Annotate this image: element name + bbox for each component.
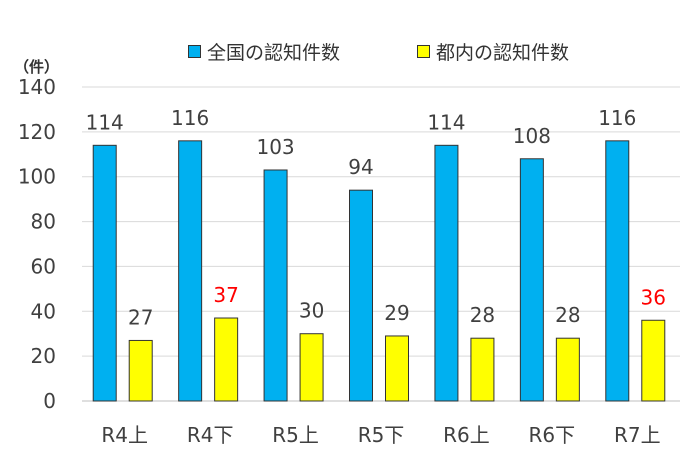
- data-label: 27: [128, 305, 153, 329]
- y-tick-label: 0: [43, 389, 56, 413]
- y-tick-label: 140: [18, 75, 56, 99]
- x-tick-label: R5下: [358, 423, 405, 447]
- bar: [299, 333, 324, 402]
- bar: [470, 337, 495, 402]
- bar: [641, 319, 666, 402]
- legend-label-national: 全国の認知件数: [207, 42, 341, 64]
- data-label: 108: [513, 124, 551, 148]
- data-label: 29: [384, 301, 409, 325]
- x-tick-label: R5上: [272, 423, 319, 447]
- bar: [214, 317, 239, 402]
- y-tick-label: 80: [31, 210, 56, 234]
- y-tick-label: 20: [31, 344, 56, 368]
- data-label: 36: [641, 285, 666, 309]
- bar: [92, 144, 117, 402]
- bar: [434, 144, 459, 402]
- data-label: 37: [213, 283, 238, 307]
- x-tick-label: R6上: [443, 423, 490, 447]
- x-tick-label: R7上: [614, 423, 661, 447]
- legend-swatch-tokyo: [417, 45, 430, 58]
- legend-item-tokyo: 都内の認知件数: [417, 38, 569, 65]
- legend-label-tokyo: 都内の認知件数: [436, 42, 570, 64]
- data-label: 103: [256, 135, 294, 159]
- data-label: 114: [86, 110, 124, 134]
- x-tick-label: R4下: [187, 423, 234, 447]
- x-tick-label: R4上: [101, 423, 148, 447]
- bar: [128, 339, 153, 402]
- y-tick-label: 100: [18, 165, 56, 189]
- data-label: 28: [555, 303, 580, 327]
- data-label: 116: [598, 106, 636, 130]
- y-tick-label: 60: [31, 254, 56, 278]
- bar: [178, 140, 203, 402]
- legend-item-national: 全国の認知件数: [188, 38, 340, 65]
- legend: 全国の認知件数 都内の認知件数: [0, 38, 700, 68]
- y-tick-label: 120: [18, 120, 56, 144]
- y-unit-label: （件）: [14, 58, 60, 76]
- y-tick-label: 40: [31, 299, 56, 323]
- bar: [263, 169, 288, 402]
- bar: [605, 140, 630, 402]
- bar: [519, 158, 544, 402]
- bar: [385, 335, 409, 402]
- bar: [349, 189, 373, 402]
- data-label: 30: [299, 299, 324, 323]
- data-label: 28: [470, 303, 495, 327]
- data-label: 114: [427, 110, 465, 134]
- data-label: 94: [348, 155, 373, 179]
- bar: [555, 337, 580, 402]
- x-tick-label: R6下: [529, 423, 576, 447]
- legend-swatch-national: [188, 45, 201, 58]
- data-label: 116: [171, 106, 209, 130]
